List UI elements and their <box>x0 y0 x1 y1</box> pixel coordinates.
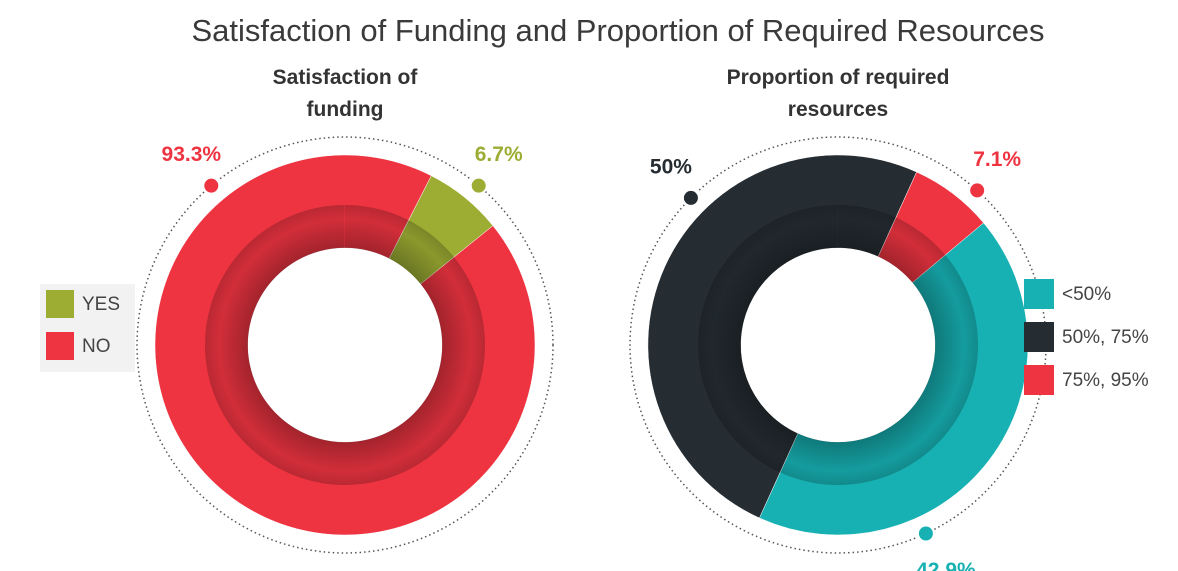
label-dot <box>469 176 488 195</box>
donut-hole <box>741 248 935 442</box>
label-dot <box>968 181 987 200</box>
inner-shade <box>697 205 978 485</box>
legend-swatch <box>46 332 74 360</box>
legend-label: 50%, 75% <box>1062 327 1149 348</box>
label-dot <box>202 176 221 195</box>
legend-label: NO <box>82 336 111 357</box>
label-dot <box>916 524 935 543</box>
label-dot <box>681 188 700 207</box>
value-label: 6.7% <box>475 143 523 166</box>
legend-swatch <box>1024 322 1054 352</box>
value-label: 42.9% <box>916 559 976 571</box>
shade-ring <box>697 205 978 485</box>
legend-label: <50% <box>1062 284 1111 305</box>
donut-hole <box>248 248 442 442</box>
value-label: 7.1% <box>973 148 1021 171</box>
legend-label: YES <box>82 294 120 315</box>
main-title: Satisfaction of Funding and Proportion o… <box>192 13 1045 48</box>
chart-title: Satisfaction of funding <box>272 66 418 121</box>
legend-swatch <box>46 290 74 318</box>
legend-swatch <box>1024 365 1054 395</box>
legend-swatch <box>1024 279 1054 309</box>
value-label: 50% <box>650 155 692 178</box>
shade-ring <box>204 205 485 485</box>
dotted-ring <box>136 136 554 554</box>
chart-title: Proportion of required resources <box>726 66 950 121</box>
value-label: 93.3% <box>162 143 222 166</box>
legend-label: 75%, 95% <box>1062 370 1149 391</box>
inner-shade <box>204 205 485 485</box>
